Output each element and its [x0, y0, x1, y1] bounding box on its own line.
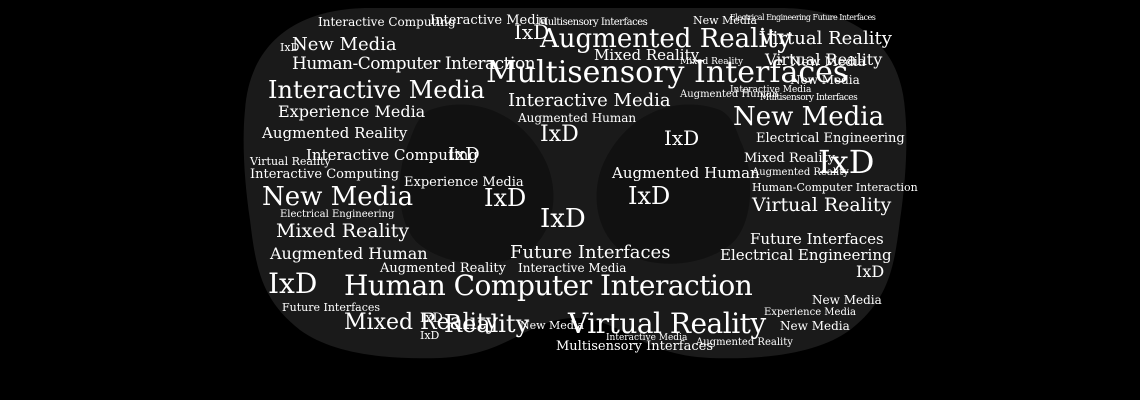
cloud-word: IxD [856, 262, 885, 281]
cloud-word: Mixed Reality [680, 57, 744, 67]
cloud-word: IxD [280, 41, 300, 54]
cloud-word: Experience Media [278, 102, 426, 121]
cloud-word: Augmented Human [518, 111, 637, 125]
cloud-word: Multisensory Interfaces [538, 17, 648, 28]
cloud-word: New Media [812, 293, 882, 307]
cloud-word: New Media [733, 102, 885, 132]
cloud-word: IxD [818, 143, 875, 181]
cloud-word: Interactive Computing [306, 146, 479, 164]
cloud-word: Future Interfaces [510, 242, 671, 263]
cloud-word: Augmented Reality [380, 261, 506, 276]
cloud-word: Interactive Computing [318, 15, 456, 29]
cloud-word: Electrical Engineering [720, 246, 892, 264]
cloud-word: Interactive Media [430, 13, 548, 28]
cloud-word: IxD [420, 311, 443, 326]
cloud-word: Mixed Reality [744, 151, 836, 166]
cloud-word: Augmented Reality [752, 167, 849, 178]
cloud-word: Augmented Human [270, 244, 428, 263]
cloud-word: Interactive Computing [250, 167, 400, 182]
cloud-word: Electrical Engineering [280, 209, 395, 220]
cloud-word: Interactive Media [268, 76, 485, 104]
cloud-word: Interactive Media [606, 333, 688, 343]
cloud-word: Augmented Human [612, 164, 760, 182]
cloud-word: Virtual Reality [752, 194, 892, 216]
cloud-word: New Media [790, 73, 860, 87]
cloud-word: Experience Media [404, 175, 524, 190]
cloud-word: Augmented Reality [696, 337, 793, 348]
cloud-word: Experience Media [764, 307, 857, 318]
cloud-word: IxD [514, 20, 550, 44]
cloud-word: Human-Computer Interaction [752, 181, 918, 194]
cloud-word: Future Interfaces [750, 230, 884, 248]
cloud-word: Interactive Media [518, 261, 627, 275]
cloud-word: IxD [540, 122, 579, 147]
cloud-word: Interactive Media [508, 90, 671, 111]
cloud-word: Augmented Reality [540, 24, 792, 54]
cloud-word: Mixed Reality [344, 310, 499, 335]
cloud-word: Mixed Reality [276, 220, 410, 242]
cloud-word: IxD [628, 182, 671, 210]
cloud-word: IxD [448, 144, 480, 165]
headset-left-lens [399, 104, 554, 264]
cloud-word: Augmented Reality [262, 124, 408, 142]
cloud-word: New Media [693, 14, 757, 27]
cloud-word: Interactive Media [730, 85, 812, 95]
headset-right-lens [596, 104, 751, 264]
cloud-word: Multisensory Interfaces [760, 93, 858, 103]
cloud-word: New Media [780, 319, 850, 333]
cloud-word: New Media [262, 182, 414, 212]
cloud-word: Mixed Reality [594, 46, 700, 64]
cloud-word: IxD [664, 126, 700, 150]
cloud-word: Multisensory Interfaces [556, 339, 713, 354]
cloud-word: Augmented Human [680, 89, 779, 100]
cloud-word: IxD [484, 184, 527, 212]
cloud-word: Multisensory Interfaces [486, 55, 849, 90]
cloud-word: Electrical Engineering Future Interfaces [730, 13, 876, 22]
cloud-word: Human Computer Interaction [344, 269, 753, 302]
cloud-word: New Media [790, 55, 866, 70]
cloud-word: Electrical Engineering [756, 131, 905, 146]
cloud-word: Virtual Reality [765, 50, 883, 69]
cloud-word: Virtual Reality [250, 155, 331, 168]
cloud-word: Virtual Reality [568, 307, 766, 340]
headset-body [243, 8, 907, 359]
cloud-word: New Media [292, 34, 397, 55]
cloud-word: Reality [444, 310, 530, 338]
cloud-word: IxD [268, 267, 318, 300]
cloud-word: Human-Computer Interaction [292, 54, 536, 74]
cloud-word: New Media [520, 319, 584, 332]
cloud-word: IxD [540, 204, 586, 234]
cloud-word: Virtual Reality [760, 28, 892, 49]
cloud-word: Future Interfaces [282, 301, 381, 314]
cloud-word: IxD [420, 329, 440, 342]
